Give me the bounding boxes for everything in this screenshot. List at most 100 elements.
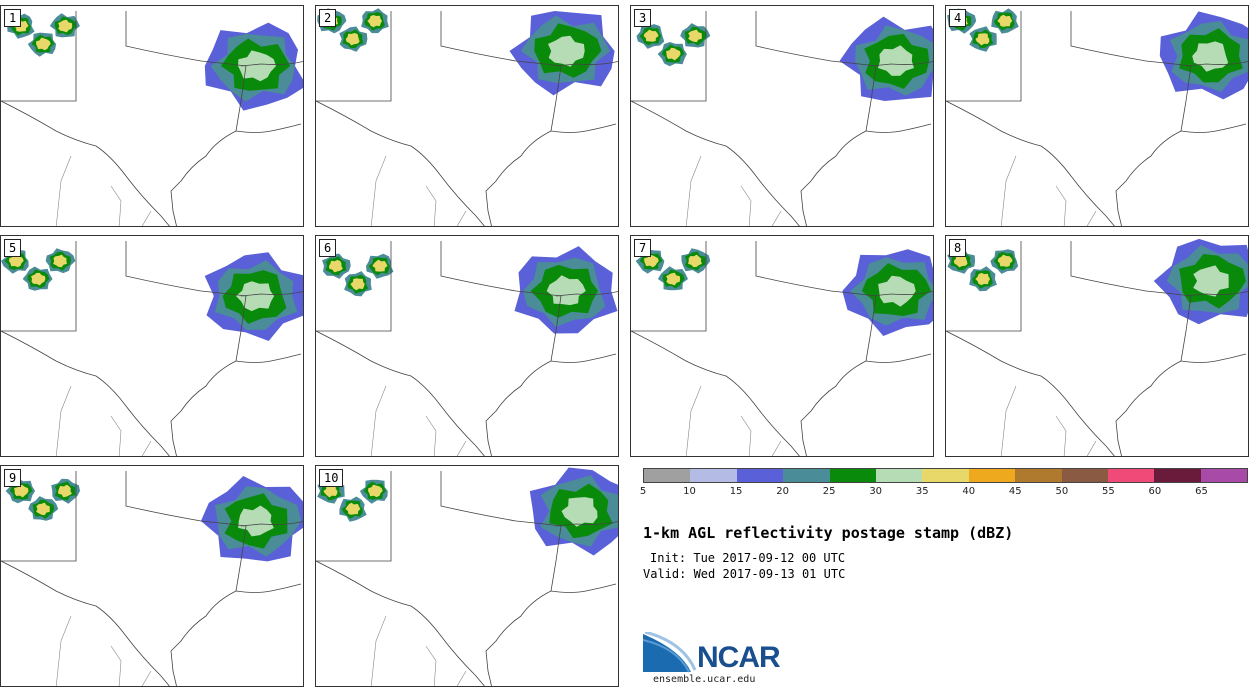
colorbar-swatch xyxy=(644,469,691,482)
colorbar-swatch xyxy=(690,469,737,482)
map-boundary xyxy=(240,291,303,297)
colorbar-swatch xyxy=(922,469,969,482)
map-boundary xyxy=(370,385,467,456)
map-boundary xyxy=(865,353,932,363)
map-boundary xyxy=(316,330,485,456)
map-4 xyxy=(946,8,1248,226)
reflectivity-cell xyxy=(14,484,29,498)
map-boundary xyxy=(235,583,302,593)
stamp-panel-6: 6 xyxy=(315,235,619,457)
map-boundary xyxy=(240,521,303,527)
map-boundary xyxy=(555,291,618,297)
map-boundary xyxy=(631,100,800,226)
map-boundary xyxy=(316,100,485,226)
colorbar-swatch xyxy=(736,469,784,482)
map-boundary xyxy=(316,471,562,686)
map-boundary xyxy=(685,155,782,226)
reflectivity-cell xyxy=(643,29,659,42)
ncar-logo-icon xyxy=(643,632,697,673)
reflectivity-cell xyxy=(975,33,990,46)
map-boundary xyxy=(316,241,562,456)
reflectivity-cell xyxy=(666,47,681,61)
member-label-9: 9 xyxy=(4,469,22,487)
map-boundary xyxy=(870,291,933,297)
reflectivity-cell xyxy=(31,272,46,286)
map-boundary xyxy=(555,61,618,67)
colorbar-tick-label: 60 xyxy=(1148,486,1162,497)
colorbar-swatch xyxy=(875,469,923,482)
map-boundary xyxy=(1185,61,1248,67)
reflectivity-cell xyxy=(368,484,383,498)
colorbar-swatch xyxy=(968,469,1016,482)
reflectivity-area xyxy=(238,505,274,537)
stamp-panel-3: 3 xyxy=(630,5,934,227)
map-boundary xyxy=(1,11,247,226)
colorbar-tick-label: 40 xyxy=(962,486,976,497)
reflectivity-cell xyxy=(345,502,361,515)
site-url: ensemble.ucar.edu xyxy=(653,674,756,685)
stamp-panel-1: 1 xyxy=(0,5,304,227)
colorbar-swatch xyxy=(1200,469,1248,482)
colorbar-tick-label: 35 xyxy=(915,486,929,497)
map-boundary xyxy=(1180,123,1247,133)
colorbar-tick-label: 5 xyxy=(639,486,647,497)
reflectivity-cell xyxy=(997,254,1013,267)
figure-title: 1-km AGL reflectivity postage stamp (dBZ… xyxy=(643,524,1014,542)
colorbar-swatch xyxy=(783,469,830,482)
colorbar-tick-label: 20 xyxy=(776,486,789,497)
reflectivity-cell xyxy=(36,502,50,516)
reflectivity-cell xyxy=(953,255,968,268)
reflectivity-area xyxy=(878,45,914,76)
map-boundary xyxy=(685,385,782,456)
map-boundary xyxy=(1000,155,1097,226)
valid-time: Valid: Wed 2017-09-13 01 UTC xyxy=(643,567,846,581)
map-boundary xyxy=(946,11,1192,226)
member-label-5: 5 xyxy=(4,239,22,257)
member-label-4: 4 xyxy=(949,9,967,27)
map-boundary xyxy=(370,615,467,686)
reflectivity-cell xyxy=(329,259,343,273)
reflectivity-cell xyxy=(323,485,338,498)
reflectivity-cell xyxy=(345,33,360,46)
reflectivity-cell xyxy=(367,15,382,28)
member-label-7: 7 xyxy=(634,239,652,257)
map-boundary xyxy=(631,330,800,456)
map-boundary xyxy=(55,155,152,226)
stamp-panel-4: 4 xyxy=(945,5,1249,227)
reflectivity-cell xyxy=(372,259,388,272)
map-boundary xyxy=(235,123,302,133)
map-boundary xyxy=(1,560,170,686)
map-boundary xyxy=(1,241,247,456)
map-boundary xyxy=(550,123,617,133)
reflectivity-area xyxy=(238,50,276,82)
member-label-8: 8 xyxy=(949,239,967,257)
reflectivity-cell xyxy=(688,254,702,268)
map-boundary xyxy=(316,11,562,226)
map-7 xyxy=(631,241,933,456)
reflectivity-cell xyxy=(8,254,24,268)
reflectivity-cell xyxy=(975,272,991,286)
colorbar-swatch xyxy=(1107,469,1155,482)
map-boundary xyxy=(1185,291,1248,297)
member-label-2: 2 xyxy=(319,9,337,27)
reflectivity-area xyxy=(236,281,275,312)
map-boundary xyxy=(946,100,1115,226)
reflectivity-area xyxy=(878,275,916,307)
map-boundary xyxy=(55,385,152,456)
colorbar-tick-label: 55 xyxy=(1102,486,1115,497)
colorbar-tick-label: 45 xyxy=(1008,486,1022,497)
member-label-3: 3 xyxy=(634,9,652,27)
colorbar-ticks: 5 10 15 20 25 30 35 40 45 50 55 60 65 xyxy=(639,486,1248,500)
map-boundary xyxy=(555,521,618,527)
colorbar-tick-label: 25 xyxy=(822,486,836,497)
reflectivity-area xyxy=(548,35,585,67)
map-boundary xyxy=(1,330,170,456)
map-boundary xyxy=(631,11,877,226)
map-boundary xyxy=(1180,353,1247,363)
map-boundary xyxy=(235,353,302,363)
init-time: Init: Tue 2017-09-12 00 UTC xyxy=(650,551,846,565)
map-3 xyxy=(631,11,933,226)
map-boundary xyxy=(870,61,933,67)
reflectivity-cell xyxy=(666,272,681,286)
colorbar-swatch xyxy=(829,469,876,482)
